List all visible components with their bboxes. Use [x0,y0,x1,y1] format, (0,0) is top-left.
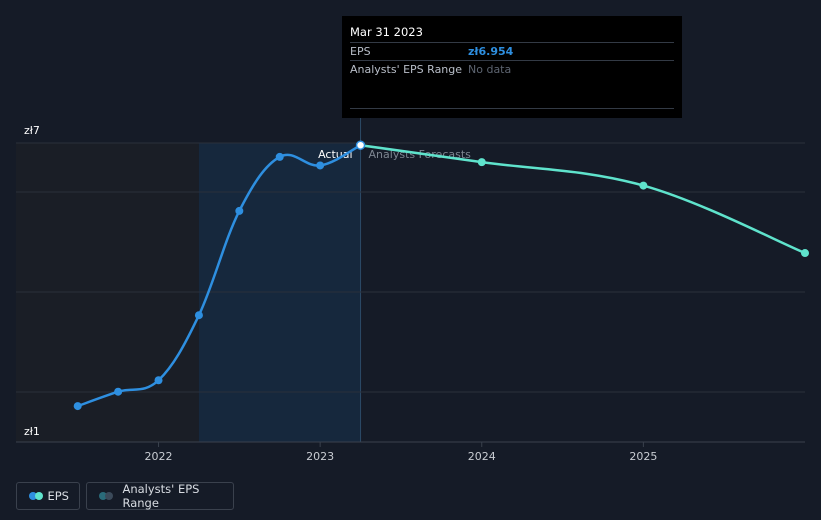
x-tick-label: 2025 [629,450,657,463]
eps-data-point[interactable] [275,152,284,161]
tooltip-range-label: Analysts' EPS Range [350,63,463,76]
eps-legend-dots-icon [29,491,43,501]
highlighted-data-point[interactable] [355,140,366,150]
y-tick-label-bottom: zł1 [24,425,40,438]
x-tick-label: 2024 [468,450,496,463]
y-tick-label-top: zł7 [24,124,40,137]
tooltip-range-value: No data [468,63,512,76]
eps-data-point[interactable] [73,402,82,411]
eps-forecast-line [360,143,806,255]
eps-data-point[interactable] [194,311,203,320]
legend-range-toggle[interactable]: Analysts' EPS Range [86,482,234,510]
actual-region-label: Actual [318,148,352,161]
tooltip-divider [350,108,674,109]
hover-tooltip: Mar 31 2023 EPS zł6.954 Analysts' EPS Ra… [342,16,682,118]
eps-forecast-point[interactable] [477,158,486,167]
tooltip-date: Mar 31 2023 [350,25,423,39]
x-tick-label: 2023 [306,450,334,463]
tooltip-eps-label: EPS [350,45,371,58]
x-axis-ticks: 2022 2023 2024 2025 [145,442,657,463]
tooltip-range-row: Analysts' EPS Range No data [350,60,674,78]
legend-eps-toggle[interactable]: EPS [16,482,80,510]
range-legend-dots-icon [99,491,114,501]
eps-forecast-point[interactable] [801,249,809,258]
tooltip-eps-row: EPS zł6.954 [350,42,674,60]
eps-actual-line [77,144,362,408]
eps-data-point[interactable] [114,387,123,396]
tooltip-eps-value: zł6.954 [468,45,514,58]
series-layer [73,140,809,411]
x-tick-label: 2022 [145,450,173,463]
eps-data-point[interactable] [154,376,163,385]
eps-data-point[interactable] [316,161,325,170]
legend-eps-label: EPS [47,489,69,503]
legend-range-label: Analysts' EPS Range [122,482,200,510]
eps-forecast-point[interactable] [639,181,648,190]
gridlines [16,142,805,443]
eps-data-point[interactable] [235,206,244,215]
